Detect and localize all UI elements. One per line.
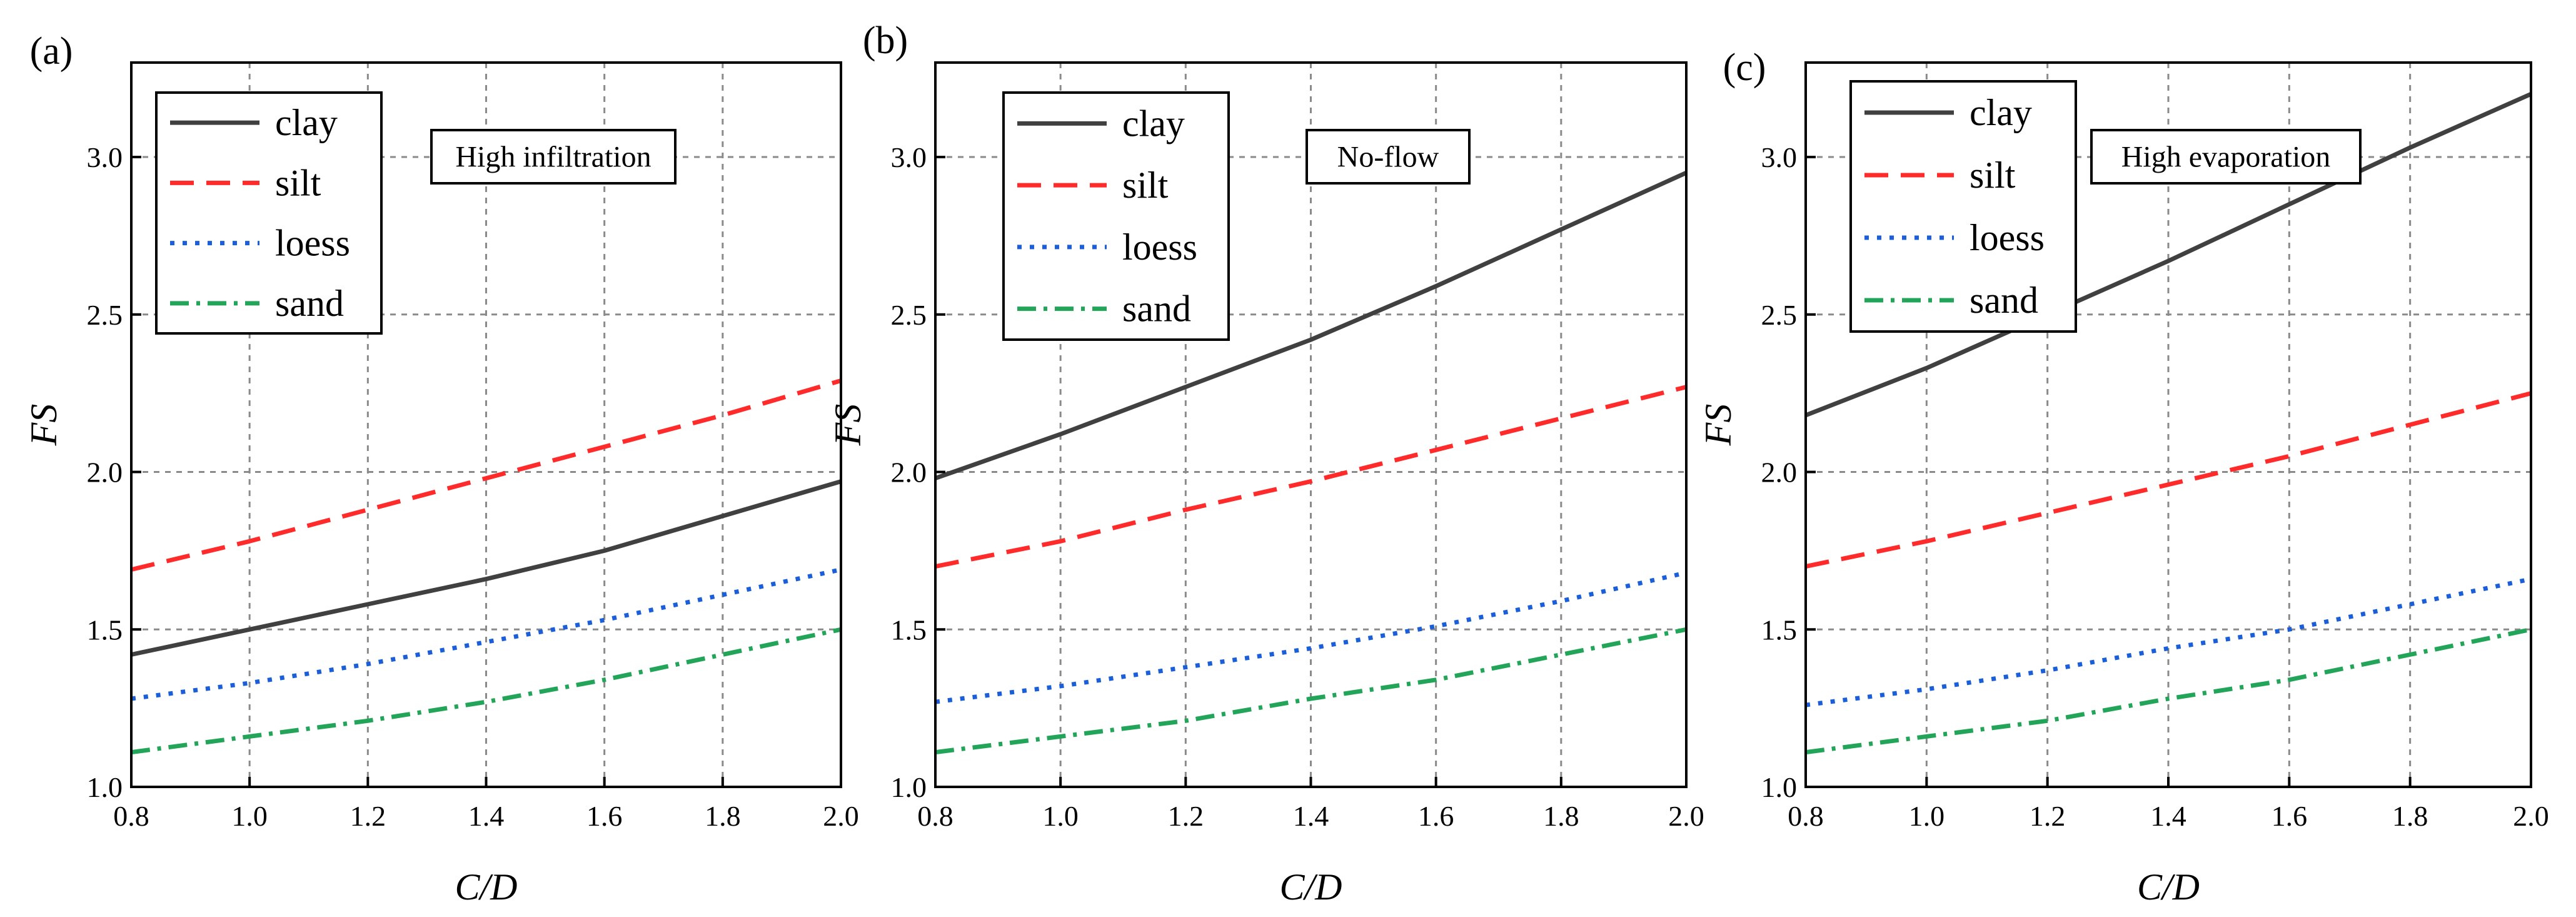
x-tick-label: 1.0 [1909, 800, 1945, 832]
annotation-box [1306, 129, 1471, 185]
y-tick-label: 2.0 [87, 457, 123, 489]
x-tick-label: 0.8 [917, 800, 953, 832]
series-line-silt [1805, 391, 2532, 569]
x-tick-label: 2.0 [2513, 800, 2549, 832]
x-tick-label: 1.6 [2272, 800, 2308, 832]
legend-label-silt: silt [1970, 155, 2016, 196]
y-axis-label: FS [23, 404, 64, 447]
y-tick-label: 1.5 [891, 614, 927, 646]
x-tick-label: 1.4 [2150, 800, 2186, 832]
x-axis-label: C/D [2137, 866, 2200, 908]
x-tick-label: 1.4 [1293, 800, 1329, 832]
series-line-loess [1805, 577, 2532, 707]
series-line-clay [1804, 92, 2532, 418]
series-line-loess [935, 570, 1687, 704]
y-tick-label: 2.0 [891, 457, 927, 489]
legend-box [1849, 80, 2077, 333]
legend: clay silt loess sand [1849, 80, 2077, 333]
annotation-text: High evaporation [2121, 141, 2331, 174]
y-tick-label: 2.5 [1761, 299, 1798, 331]
annotation-text: No-flow [1337, 141, 1439, 174]
x-tick-label: 1.8 [1543, 800, 1579, 832]
y-tick-label: 1.5 [87, 614, 123, 646]
annotation-box [2090, 129, 2362, 185]
panel-label: (c) [1723, 46, 1766, 89]
x-axis-label: C/D [455, 866, 517, 908]
series-line-silt [935, 385, 1687, 569]
legend-label-sand: sand [1122, 288, 1191, 330]
panel-c: 0.8 1.0 1.2 1.4 1.6 1.8 2.01.01.52.02.53.0C/DF… [1698, 46, 2549, 908]
legend: clay silt loess sand [1002, 91, 1230, 341]
legend-label-loess: loess [1122, 226, 1197, 268]
series-line-sand [1805, 627, 2532, 755]
x-tick-label: 2.0 [823, 800, 859, 832]
legend-label-loess: loess [1970, 217, 2045, 258]
y-tick-label: 1.5 [1761, 614, 1798, 646]
y-axis-label: FS [1698, 404, 1739, 447]
annotation-text: High infiltration [455, 141, 651, 174]
series-line-clay [934, 171, 1688, 480]
y-tick-label: 2.5 [891, 299, 927, 331]
legend-label-silt: silt [275, 162, 321, 203]
x-tick-label: 1.8 [2392, 800, 2428, 832]
x-tick-label: 1.2 [350, 800, 386, 832]
legend-label-clay: clay [1970, 92, 2032, 133]
series-line-silt [131, 378, 842, 572]
y-tick-label: 1.0 [891, 771, 927, 803]
x-tick-label: 1.6 [586, 800, 623, 832]
y-tick-label: 1.0 [1761, 771, 1798, 803]
panel-a: 0.8 1.0 1.2 1.4 1.6 1.8 2.01.01.52.02.53.0C/DF… [23, 30, 859, 908]
x-tick-label: 2.0 [1668, 800, 1704, 832]
y-axis-label: FS [827, 404, 868, 447]
panel-label: (a) [30, 30, 73, 73]
legend: clay silt loess sand [155, 91, 383, 335]
y-tick-label: 2.0 [1761, 457, 1798, 489]
y-tick-label: 3.0 [1761, 141, 1798, 173]
x-tick-label: 1.6 [1418, 800, 1454, 832]
legend-label-silt: silt [1122, 165, 1169, 206]
x-tick-label: 1.4 [468, 800, 505, 832]
legend-label-loess: loess [275, 223, 350, 264]
legend-label-sand: sand [1970, 280, 2038, 321]
x-tick-label: 1.0 [1042, 800, 1079, 832]
legend-box [155, 91, 383, 335]
y-tick-label: 1.0 [87, 771, 123, 803]
series-line-sand [935, 627, 1687, 755]
x-tick-label: 1.2 [2030, 800, 2066, 832]
series-line-clay [131, 479, 842, 657]
legend-label-clay: clay [275, 102, 338, 143]
annotation-box [430, 129, 677, 185]
x-axis-label: C/D [1279, 866, 1342, 908]
panel-label: (b) [863, 19, 908, 62]
series-line-sand [131, 627, 842, 755]
legend-label-sand: sand [275, 283, 344, 324]
y-tick-label: 3.0 [87, 141, 123, 173]
y-tick-label: 3.0 [891, 141, 927, 173]
x-tick-label: 1.8 [705, 800, 741, 832]
x-tick-label: 1.2 [1168, 800, 1204, 832]
x-tick-label: 1.0 [231, 800, 268, 832]
x-tick-label: 0.8 [1788, 800, 1824, 832]
x-tick-label: 0.8 [113, 800, 149, 832]
y-tick-label: 2.5 [87, 299, 123, 331]
legend-label-clay: clay [1122, 103, 1185, 144]
series-line-loess [131, 567, 842, 701]
panel-b: 0.8 1.0 1.2 1.4 1.6 1.8 2.01.01.52.02.53.0C/DF… [827, 19, 1704, 908]
legend-box [1002, 91, 1230, 341]
